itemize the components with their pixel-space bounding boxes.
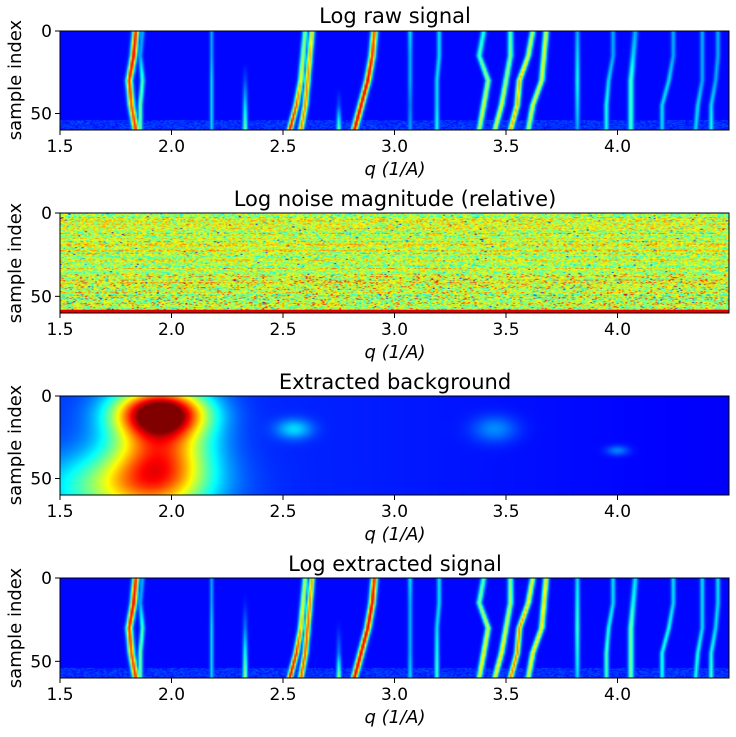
panel-2-ticks: 1.5 2.0 2.5 3.0 3.5 4.0 0 50 [30, 204, 631, 340]
panel-1-xtick-label: 2.0 [158, 137, 185, 157]
panel-4-ylabel: sample index [5, 567, 26, 688]
panel-1-ytick-label: 50 [30, 105, 52, 125]
panel-log-raw-signal: Log raw signal 1.5 2.0 2.5 3.0 3.5 4.0 0 50 q (… [5, 4, 730, 180]
panel-2-ytick-label: 50 [30, 287, 52, 307]
panel-3-xtick-label: 4.0 [604, 502, 631, 522]
panel-1-xtick-label: 2.5 [269, 137, 296, 157]
panel-3-xlabel: q (1/A) [364, 524, 425, 545]
panel-4-ytick-label: 0 [41, 569, 52, 589]
panel-1-ytick-label: 0 [41, 22, 52, 42]
panel-1-xtick-label: 3.5 [492, 137, 519, 157]
panel-4-ytick-label: 50 [30, 652, 52, 672]
panel-2-ytick-label: 0 [41, 204, 52, 224]
panel-1-heatmap [60, 31, 729, 130]
panel-4-xtick-label: 3.5 [492, 685, 519, 705]
panel-4-xlabel: q (1/A) [364, 707, 425, 728]
panel-3-xtick-label: 3.5 [492, 502, 519, 522]
panel-1-xlabel: q (1/A) [364, 159, 425, 180]
panel-2-xtick-label: 3.5 [492, 320, 519, 340]
panel-4-heatmap [60, 578, 729, 678]
panel-4-xtick-label: 2.5 [269, 685, 296, 705]
panel-2-xtick-label: 2.0 [158, 320, 185, 340]
panel-3-xtick-label: 1.5 [46, 502, 73, 522]
panel-1-ylabel: sample index [5, 19, 26, 140]
panel-1-xtick-label: 1.5 [46, 137, 73, 157]
panel-1-xtick-label: 4.0 [604, 137, 631, 157]
panel-4-xtick-label: 4.0 [604, 685, 631, 705]
panel-log-extracted-signal: Log extracted signal 1.5 2.0 2.5 3.0 3.5 4.0 0… [5, 552, 730, 728]
panel-log-noise-magnitude: Log noise magnitude (relative) 1.5 2.0 2.5… [5, 187, 730, 363]
panel-2-xtick-label: 2.5 [269, 320, 296, 340]
panel-4-title: Log extracted signal [288, 552, 502, 576]
panel-2-xlabel: q (1/A) [364, 342, 425, 363]
panel-2-ylabel: sample index [5, 202, 26, 323]
panel-2-title: Log noise magnitude (relative) [234, 187, 557, 211]
panel-4-xtick-label: 3.0 [381, 685, 408, 705]
panel-extracted-background: Extracted background 1.5 2.0 2.5 3.0 3.5 4.0 0… [5, 370, 730, 545]
panel-3-title: Extracted background [279, 370, 511, 394]
panel-4-ticks: 1.5 2.0 2.5 3.0 3.5 4.0 0 50 [30, 569, 631, 705]
panel-3-xtick-label: 3.0 [381, 502, 408, 522]
panel-2-xtick-label: 4.0 [604, 320, 631, 340]
panel-3-ytick-label: 0 [41, 387, 52, 407]
panel-2-xtick-label: 3.0 [381, 320, 408, 340]
panel-3-xtick-label: 2.0 [158, 502, 185, 522]
panel-2-xtick-label: 1.5 [46, 320, 73, 340]
panel-3-ticks: 1.5 2.0 2.5 3.0 3.5 4.0 0 50 [30, 387, 631, 522]
panel-1-xtick-label: 3.0 [381, 137, 408, 157]
panel-3-heatmap [60, 396, 729, 495]
panel-1-title: Log raw signal [319, 4, 471, 28]
panel-1-ticks: 1.5 2.0 2.5 3.0 3.5 4.0 0 50 [30, 22, 631, 157]
panel-3-ytick-label: 50 [30, 470, 52, 490]
panel-3-ylabel: sample index [5, 384, 26, 505]
panel-4-xtick-label: 2.0 [158, 685, 185, 705]
panel-2-heatmap [60, 213, 729, 313]
panel-4-xtick-label: 1.5 [46, 685, 73, 705]
panel-3-xtick-label: 2.5 [269, 502, 296, 522]
